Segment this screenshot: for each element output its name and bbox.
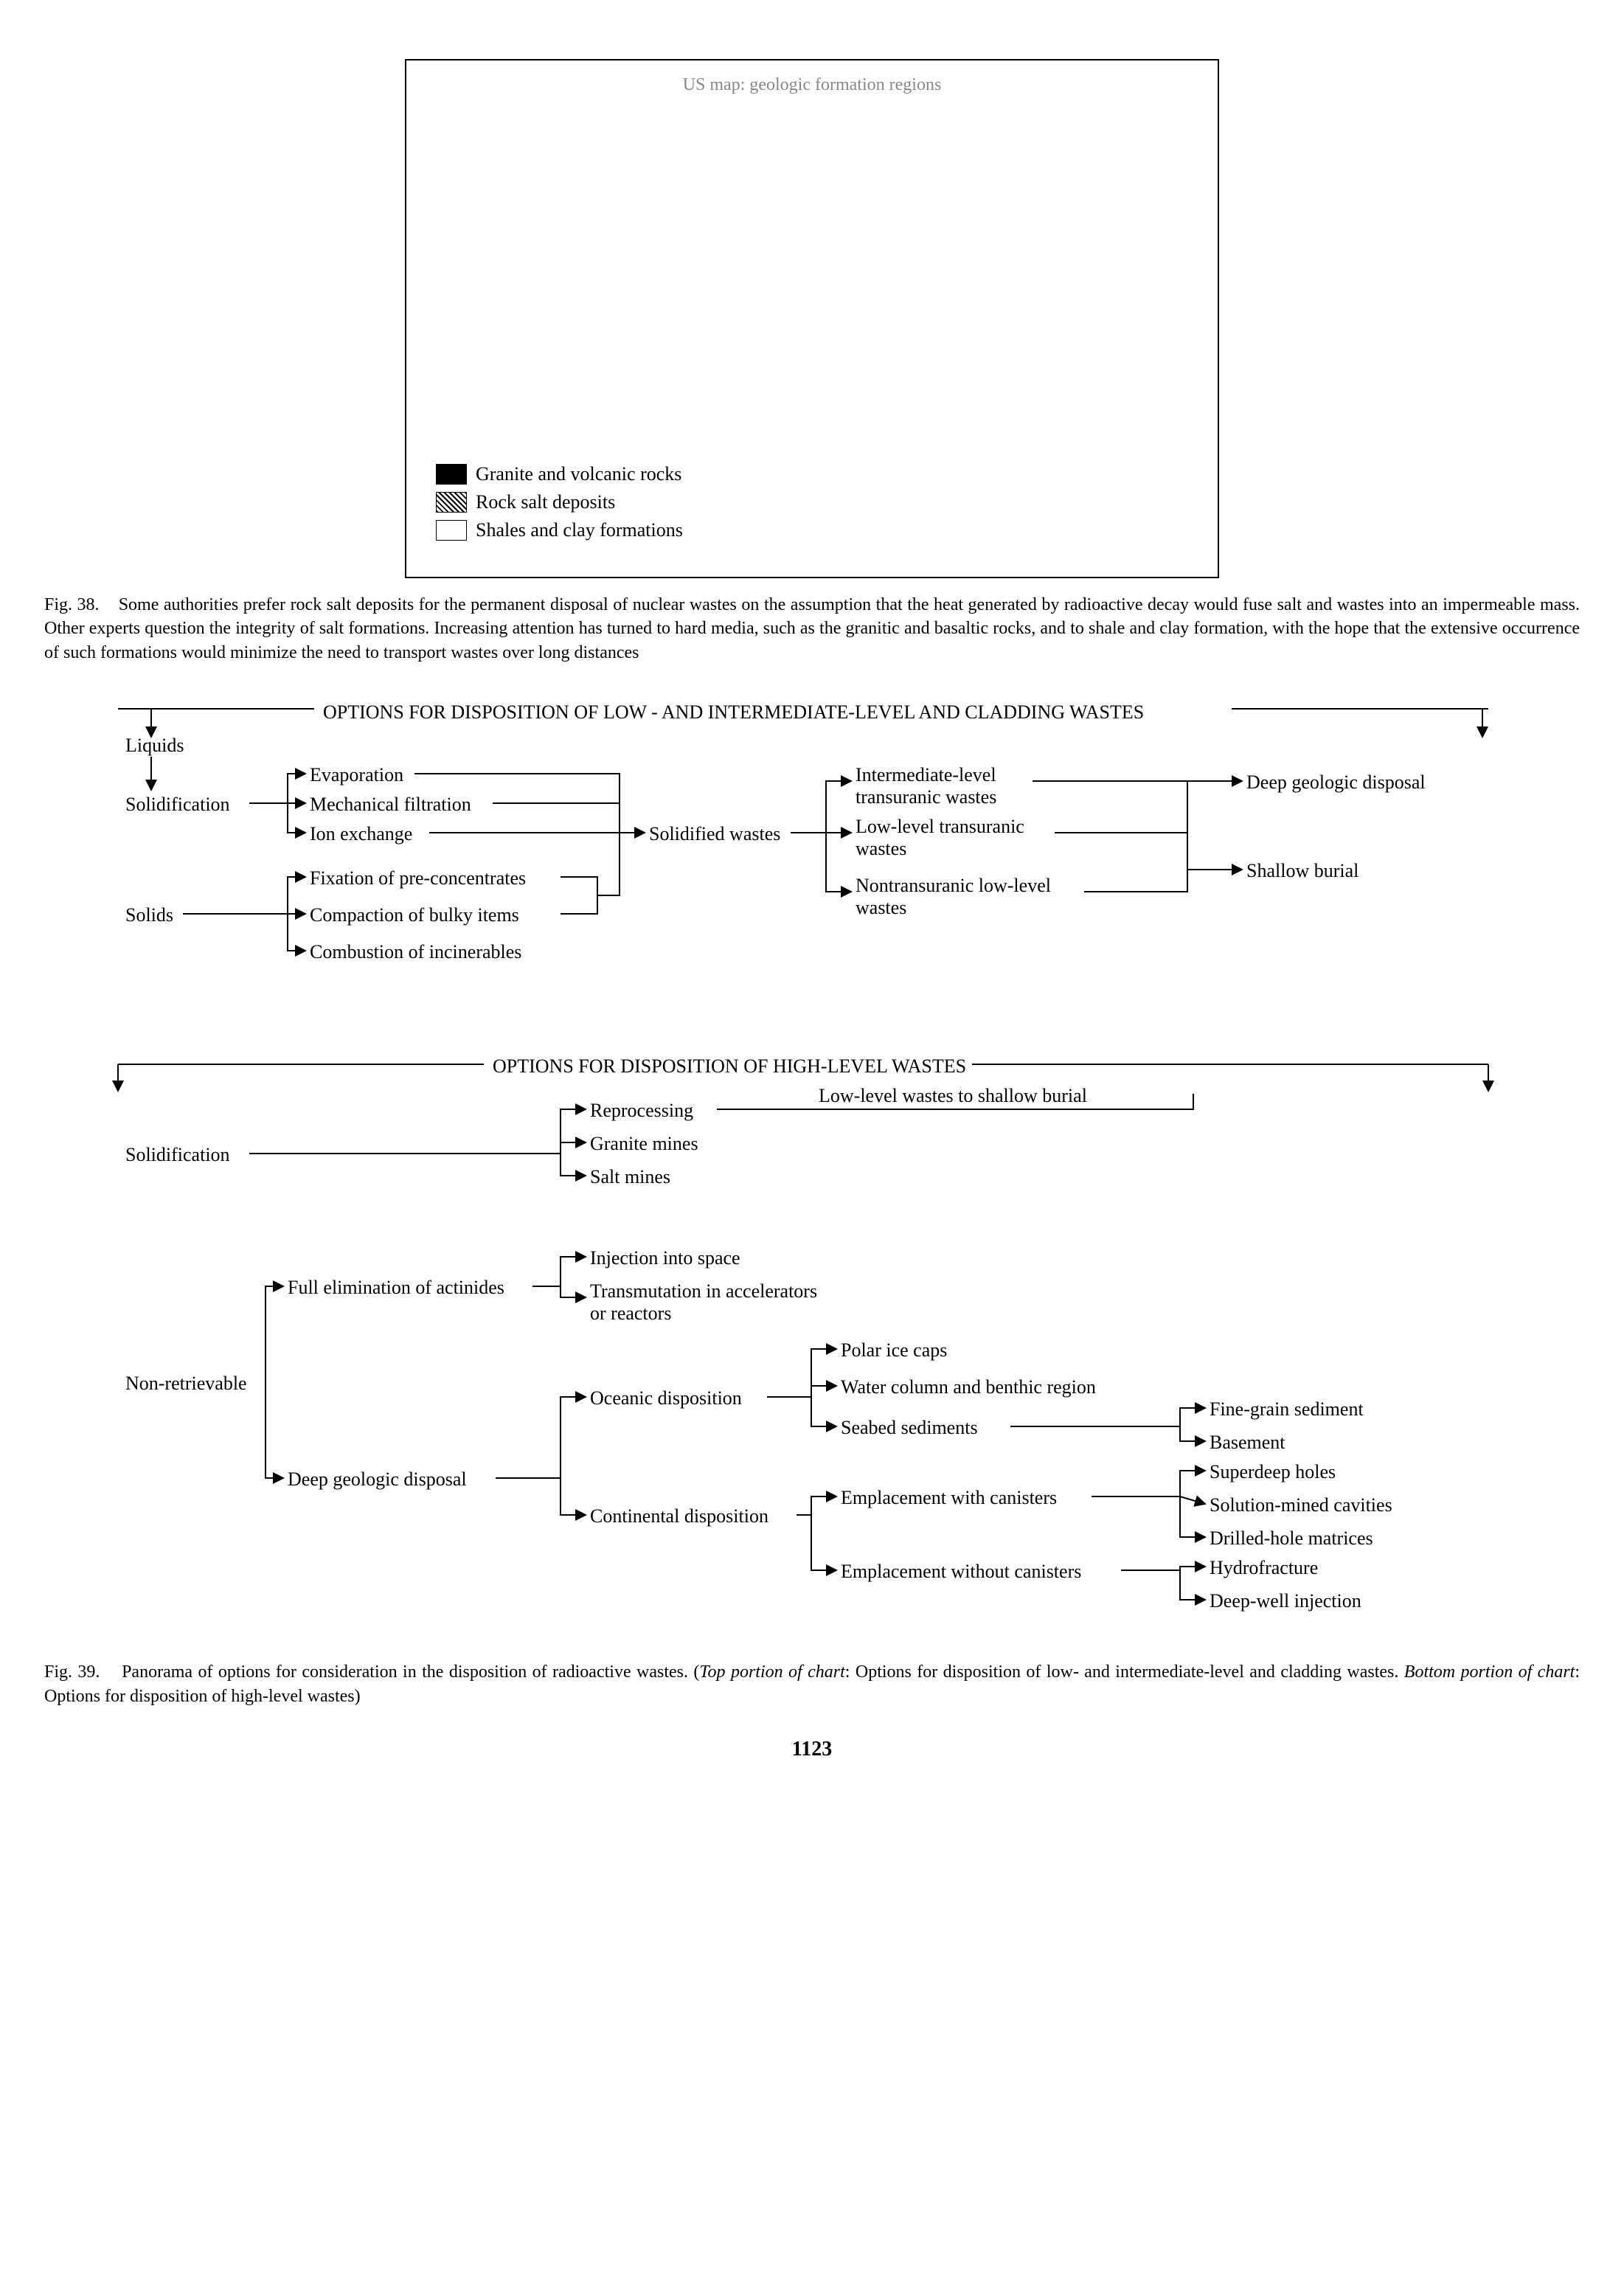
- legend-swatch-shale: [436, 520, 467, 541]
- flowchart-node: Full elimination of actinides: [288, 1277, 504, 1299]
- caption-italic-2: Bottom portion of chart: [1404, 1662, 1575, 1682]
- figure-39-caption: Fig. 39. Panorama of options for conside…: [44, 1660, 1580, 1708]
- page-number: 1123: [44, 1738, 1580, 1761]
- flowchart-node: Transmutation in acceleratorsor reactors: [590, 1280, 817, 1325]
- flowchart-node: Continental disposition: [590, 1505, 768, 1527]
- flowchart-node: Deep geologic disposal: [288, 1468, 467, 1491]
- legend-swatch-salt: [436, 492, 467, 513]
- flowchart-node: Liquids: [125, 735, 184, 757]
- flowchart-node: Non-retrievable: [125, 1373, 247, 1395]
- flowchart-node: Water column and benthic region: [841, 1376, 1096, 1398]
- flowchart-node: Combustion of incinerables: [310, 941, 521, 963]
- caption-text-mid: : Options for disposition of low- and in…: [845, 1662, 1404, 1682]
- figure-38-caption: Fig. 38. Some authorities prefer rock sa…: [44, 593, 1580, 665]
- flowchart-node: Compaction of bulky items: [310, 904, 519, 926]
- us-geology-map: US map: geologic formation regions Grani…: [44, 59, 1580, 578]
- flowchart-node: Nontransuranic low-levelwastes: [856, 875, 1051, 919]
- caption-label: Fig. 39.: [44, 1662, 100, 1682]
- legend-swatch-granite: [436, 464, 467, 485]
- flowchart-node: Drilled-hole matrices: [1210, 1527, 1373, 1550]
- map-note: US map: geologic formation regions: [683, 75, 942, 95]
- flowchart-node: Low-level transuranicwastes: [856, 816, 1024, 860]
- map-placeholder: US map: geologic formation regions Grani…: [405, 59, 1219, 578]
- chart-title: OPTIONS FOR DISPOSITION OF LOW - AND INT…: [317, 701, 1150, 724]
- flowchart-node: Hydrofracture: [1210, 1557, 1318, 1579]
- flowchart-node: Injection into space: [590, 1247, 740, 1269]
- flowchart-node: Evaporation: [310, 764, 403, 786]
- caption-text-before: Panorama of options for consideration in…: [122, 1662, 699, 1682]
- legend-label: Granite and volcanic rocks: [476, 463, 681, 485]
- map-legend: Granite and volcanic rocks Rock salt dep…: [436, 457, 683, 547]
- caption-label: Fig. 38.: [44, 595, 100, 614]
- caption-text: Some authorities prefer rock salt deposi…: [44, 595, 1580, 662]
- flowchart-node: Deep-well injection: [1210, 1590, 1361, 1612]
- flowchart-node: Intermediate-leveltransuranic wastes: [856, 764, 996, 808]
- flowchart-node: Solidification: [125, 794, 230, 816]
- flowchart-node: Oceanic disposition: [590, 1387, 742, 1409]
- legend-row: Granite and volcanic rocks: [436, 463, 683, 485]
- high-level-waste-flowchart: OPTIONS FOR DISPOSITION OF HIGH-LEVEL WA…: [44, 1048, 1519, 1623]
- flowchart-node: Mechanical filtration: [310, 794, 471, 816]
- flowchart-node: Granite mines: [590, 1133, 698, 1155]
- flowchart-node: Salt mines: [590, 1166, 670, 1188]
- flowchart-node: Solids: [125, 904, 173, 926]
- chart-title: OPTIONS FOR DISPOSITION OF HIGH-LEVEL WA…: [487, 1055, 972, 1078]
- flowchart-node: Deep geologic disposal: [1246, 771, 1426, 794]
- flowchart-node: Fixation of pre-concentrates: [310, 867, 526, 889]
- flowchart-node: Low-level wastes to shallow burial: [819, 1085, 1087, 1107]
- legend-label: Shales and clay formations: [476, 519, 683, 541]
- low-intermediate-waste-flowchart: OPTIONS FOR DISPOSITION OF LOW - AND INT…: [44, 694, 1519, 1011]
- flowchart-node: Emplacement with canisters: [841, 1487, 1057, 1509]
- flowchart-node: Fine-grain sediment: [1210, 1398, 1364, 1421]
- flowchart-node: Ion exchange: [310, 823, 412, 845]
- caption-italic-1: Top portion of chart: [699, 1662, 844, 1682]
- flowchart-node: Shallow burial: [1246, 860, 1358, 882]
- flowchart-node: Solidification: [125, 1144, 230, 1166]
- flowchart-node: Polar ice caps: [841, 1339, 947, 1362]
- flowchart-node: Basement: [1210, 1432, 1285, 1454]
- legend-row: Shales and clay formations: [436, 519, 683, 541]
- flowchart-node: Superdeep holes: [1210, 1461, 1336, 1483]
- flowchart-node: Solidified wastes: [649, 823, 780, 845]
- legend-label: Rock salt deposits: [476, 491, 615, 513]
- legend-row: Rock salt deposits: [436, 491, 683, 513]
- flowchart-node: Reprocessing: [590, 1100, 693, 1122]
- flowchart-node: Seabed sediments: [841, 1417, 978, 1439]
- flowchart-node: Emplacement without canisters: [841, 1561, 1081, 1583]
- flowchart-node: Solution-mined cavities: [1210, 1494, 1392, 1516]
